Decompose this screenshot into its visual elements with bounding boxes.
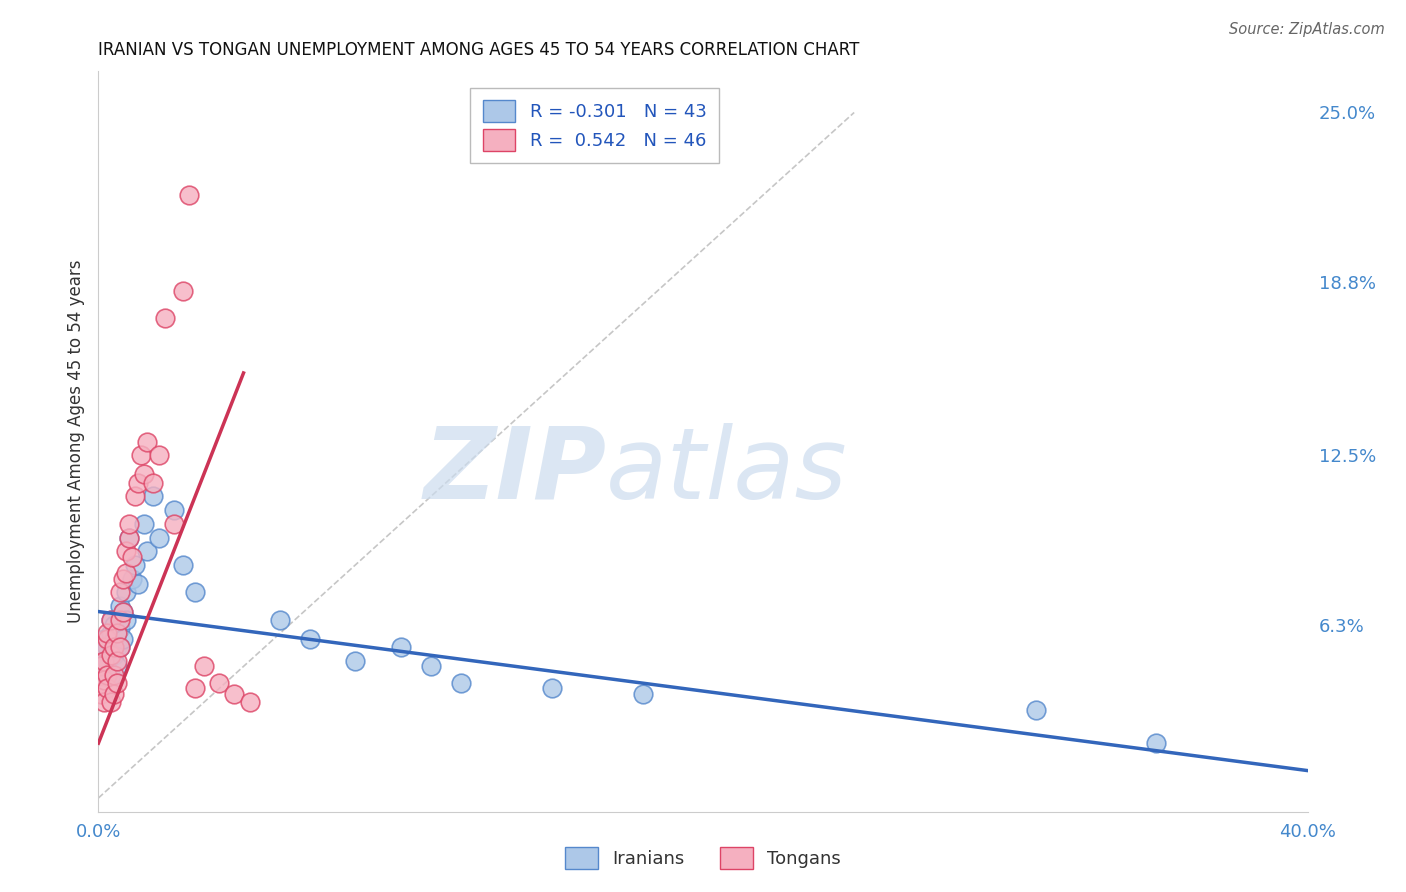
Point <box>105 659 128 673</box>
Point <box>124 489 146 503</box>
Point <box>96 670 118 684</box>
Point <box>114 585 136 599</box>
Point <box>108 640 131 655</box>
Text: IRANIAN VS TONGAN UNEMPLOYMENT AMONG AGES 45 TO 54 YEARS CORRELATION CHART: IRANIAN VS TONGAN UNEMPLOYMENT AMONG AGE… <box>98 41 860 59</box>
Point <box>108 621 131 635</box>
Point <box>93 654 115 668</box>
Point <box>153 311 176 326</box>
Point <box>344 654 367 668</box>
Point <box>90 676 112 690</box>
Point <box>111 632 134 646</box>
Point <box>93 673 115 687</box>
Point <box>111 605 134 619</box>
Point <box>90 687 112 701</box>
Point <box>184 681 207 696</box>
Point <box>96 640 118 655</box>
Point <box>114 566 136 581</box>
Point <box>103 618 125 632</box>
Point <box>114 544 136 558</box>
Point <box>142 489 165 503</box>
Point <box>100 613 122 627</box>
Point <box>124 558 146 572</box>
Point <box>96 632 118 646</box>
Point <box>111 572 134 586</box>
Point <box>103 687 125 701</box>
Point <box>172 558 194 572</box>
Point <box>172 284 194 298</box>
Point <box>121 572 143 586</box>
Point <box>208 676 231 690</box>
Point <box>540 681 562 696</box>
Legend: Iranians, Tongans: Iranians, Tongans <box>555 838 851 879</box>
Point <box>108 585 131 599</box>
Point <box>135 544 157 558</box>
Point <box>269 613 291 627</box>
Point <box>90 659 112 673</box>
Point <box>299 632 322 646</box>
Point <box>100 613 122 627</box>
Point <box>93 640 115 655</box>
Point <box>114 613 136 627</box>
Point <box>105 640 128 655</box>
Point <box>148 531 170 545</box>
Point <box>163 516 186 531</box>
Point <box>96 681 118 696</box>
Point <box>163 503 186 517</box>
Point <box>96 654 118 668</box>
Point <box>148 448 170 462</box>
Point <box>100 695 122 709</box>
Point <box>100 626 122 640</box>
Point <box>129 448 152 462</box>
Point <box>121 549 143 564</box>
Point <box>193 659 215 673</box>
Point <box>118 516 141 531</box>
Point <box>105 626 128 640</box>
Text: ZIP: ZIP <box>423 423 606 520</box>
Point <box>103 640 125 655</box>
Point <box>184 585 207 599</box>
Point <box>96 626 118 640</box>
Point <box>103 648 125 663</box>
Point <box>135 434 157 449</box>
Point <box>108 613 131 627</box>
Point <box>105 676 128 690</box>
Point <box>127 475 149 490</box>
Point <box>1144 736 1167 750</box>
Point <box>420 659 443 673</box>
Point <box>103 667 125 681</box>
Point <box>108 599 131 613</box>
Point <box>127 577 149 591</box>
Legend: R = -0.301   N = 43, R =  0.542   N = 46: R = -0.301 N = 43, R = 0.542 N = 46 <box>470 87 720 163</box>
Text: atlas: atlas <box>606 423 848 520</box>
Point <box>118 531 141 545</box>
Text: Source: ZipAtlas.com: Source: ZipAtlas.com <box>1229 22 1385 37</box>
Point <box>103 632 125 646</box>
Point <box>142 475 165 490</box>
Point <box>96 667 118 681</box>
Point <box>93 695 115 709</box>
Point <box>105 626 128 640</box>
Point <box>108 640 131 655</box>
Point <box>389 640 412 655</box>
Point <box>132 467 155 482</box>
Point <box>450 676 472 690</box>
Point <box>111 605 134 619</box>
Point <box>224 687 246 701</box>
Point <box>100 667 122 681</box>
Point <box>105 654 128 668</box>
Point <box>1024 703 1046 717</box>
Point <box>631 687 654 701</box>
Point <box>118 531 141 545</box>
Point <box>93 648 115 663</box>
Point <box>90 659 112 673</box>
Point <box>179 187 201 202</box>
Point <box>93 632 115 646</box>
Point <box>132 516 155 531</box>
Point <box>239 695 262 709</box>
Point <box>100 648 122 663</box>
Y-axis label: Unemployment Among Ages 45 to 54 years: Unemployment Among Ages 45 to 54 years <box>66 260 84 624</box>
